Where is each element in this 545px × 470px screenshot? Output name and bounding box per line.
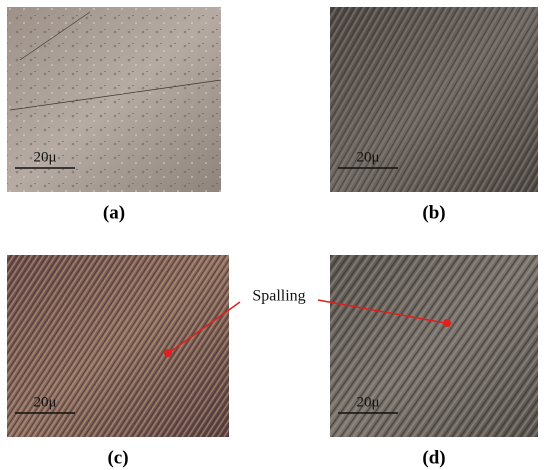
annotation: Spalling bbox=[252, 288, 305, 305]
scale-label: 20μ bbox=[33, 149, 56, 165]
arrow-head bbox=[443, 319, 451, 327]
scale-label: 20μ bbox=[33, 394, 56, 410]
arrow-head bbox=[164, 349, 172, 357]
caption: (d) bbox=[422, 447, 445, 468]
scale-label: 20μ bbox=[356, 149, 379, 165]
caption: (c) bbox=[107, 447, 128, 468]
caption: (a) bbox=[103, 202, 125, 223]
figure: 20μ (a) 20μ (b) 20μ (c) 20μ (d) Spalling bbox=[0, 0, 545, 470]
caption: (b) bbox=[422, 202, 445, 223]
scale-label: 20μ bbox=[356, 394, 379, 410]
